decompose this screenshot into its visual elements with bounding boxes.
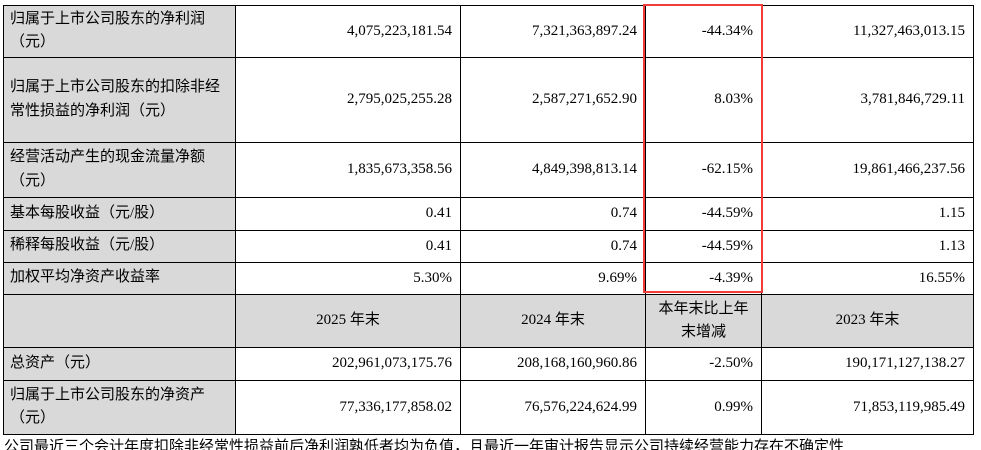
value-2024: 7,321,363,897.24 xyxy=(460,5,646,58)
value-2023: 1.13 xyxy=(761,229,974,263)
header-2025: 2025 年末 xyxy=(235,293,461,348)
table-row-diluted-eps: 稀释每股收益（元/股） 0.41 0.74 -44.59% 1.13 xyxy=(3,229,974,263)
value-change: -44.59% xyxy=(645,196,762,231)
value-change: 8.03% xyxy=(645,56,762,143)
value-2025: 4,075,223,181.54 xyxy=(235,5,461,58)
value-2024: 2,587,271,652.90 xyxy=(460,56,646,143)
table-row-net-assets: 归属于上市公司股东的净资产（元） 77,336,177,858.02 76,57… xyxy=(3,379,974,435)
value-2024: 208,168,160,960.86 xyxy=(460,346,646,381)
value-2023: 190,171,127,138.27 xyxy=(761,346,974,381)
header-2023: 2023 年末 xyxy=(761,293,974,348)
row-label: 稀释每股收益（元/股） xyxy=(3,229,236,263)
header-2024: 2024 年末 xyxy=(460,293,646,348)
financial-summary-table: 归属于上市公司股东的净利润（元） 4,075,223,181.54 7,321,… xyxy=(3,5,974,435)
value-change: -44.59% xyxy=(645,229,762,263)
value-change: -4.39% xyxy=(645,261,762,295)
row-label: 基本每股收益（元/股） xyxy=(3,196,236,231)
value-2023: 71,853,119,985.49 xyxy=(761,379,974,435)
table-row-operating-cash-flow: 经营活动产生的现金流量净额（元） 1,835,673,358.56 4,849,… xyxy=(3,141,974,198)
value-2025: 2,795,025,255.28 xyxy=(235,56,461,143)
value-2023: 16.55% xyxy=(761,261,974,295)
value-2023: 1.15 xyxy=(761,196,974,231)
table-row-weighted-avg-roe: 加权平均净资产收益率 5.30% 9.69% -4.39% 16.55% xyxy=(3,261,974,295)
header-empty-cell xyxy=(3,293,236,348)
header-change: 本年末比上年末增减 xyxy=(645,293,762,348)
row-label: 归属于上市公司股东的净利润（元） xyxy=(3,5,236,58)
value-2024: 4,849,398,813.14 xyxy=(460,141,646,198)
row-label: 加权平均净资产收益率 xyxy=(3,261,236,295)
value-2025: 1,835,673,358.56 xyxy=(235,141,461,198)
row-label: 总资产（元） xyxy=(3,346,236,381)
footer-note: 公司最近三个会计年度扣除非经常性损益前后净利润孰低者均为负值，且最近一年审计报告… xyxy=(4,439,845,450)
table-row-net-profit-excl-nonrecurring: 归属于上市公司股东的扣除非经常性损益的净利润（元） 2,795,025,255.… xyxy=(3,56,974,143)
value-change: 0.99% xyxy=(645,379,762,435)
value-2023: 19,861,466,237.56 xyxy=(761,141,974,198)
row-label: 归属于上市公司股东的净资产（元） xyxy=(3,379,236,435)
value-change: -2.50% xyxy=(645,346,762,381)
value-2023: 11,327,463,013.15 xyxy=(761,5,974,58)
value-2023: 3,781,846,729.11 xyxy=(761,56,974,143)
value-2025: 5.30% xyxy=(235,261,461,295)
value-change: -44.34% xyxy=(645,5,762,58)
table-row-net-profit: 归属于上市公司股东的净利润（元） 4,075,223,181.54 7,321,… xyxy=(3,5,974,58)
value-2024: 0.74 xyxy=(460,196,646,231)
table-row-basic-eps: 基本每股收益（元/股） 0.41 0.74 -44.59% 1.15 xyxy=(3,196,974,231)
value-2024: 76,576,224,624.99 xyxy=(460,379,646,435)
table-row-total-assets: 总资产（元） 202,961,073,175.76 208,168,160,96… xyxy=(3,346,974,381)
value-2025: 77,336,177,858.02 xyxy=(235,379,461,435)
value-change: -62.15% xyxy=(645,141,762,198)
value-2025: 0.41 xyxy=(235,196,461,231)
value-2024: 0.74 xyxy=(460,229,646,263)
value-2025: 0.41 xyxy=(235,229,461,263)
row-label: 经营活动产生的现金流量净额（元） xyxy=(3,141,236,198)
value-2025: 202,961,073,175.76 xyxy=(235,346,461,381)
row-label: 归属于上市公司股东的扣除非经常性损益的净利润（元） xyxy=(3,56,236,143)
value-2024: 9.69% xyxy=(460,261,646,295)
table-row-period-header: 2025 年末 2024 年末 本年末比上年末增减 2023 年末 xyxy=(3,293,974,348)
